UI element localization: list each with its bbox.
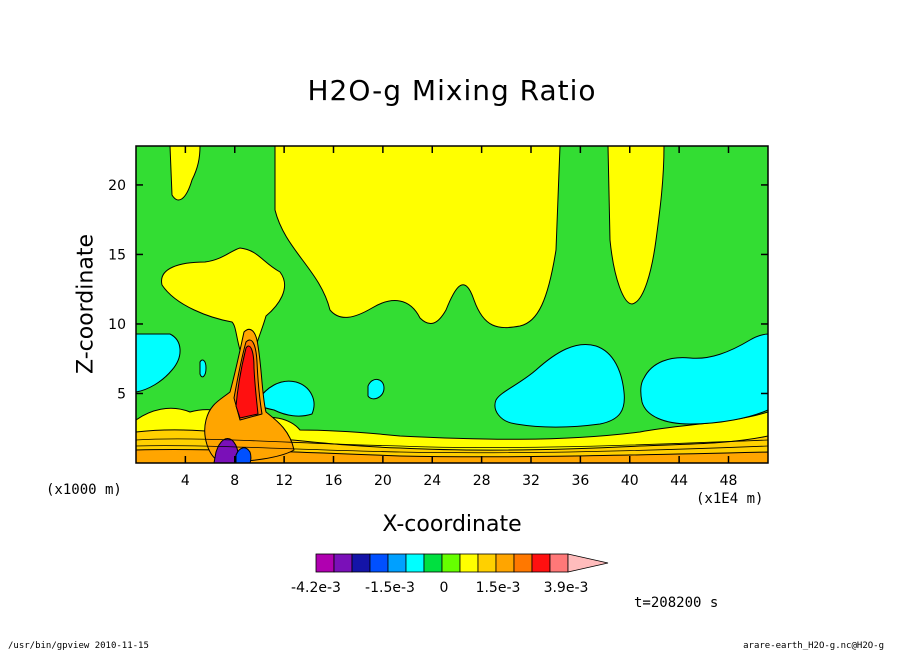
x-tick-label: 24 xyxy=(423,473,441,489)
colorbar-swatch xyxy=(495,553,515,573)
contour-line xyxy=(136,438,768,449)
x-tick-label: 48 xyxy=(720,473,738,489)
contour-region xyxy=(161,247,286,351)
x-tick-label: 16 xyxy=(325,473,343,489)
colorbar-swatch xyxy=(369,553,389,573)
contour-region xyxy=(494,344,625,428)
y-tick-label: 5 xyxy=(117,386,126,402)
contour-region xyxy=(274,146,561,329)
colorbar-swatch xyxy=(333,553,353,573)
colorbar-swatch xyxy=(549,553,569,573)
contour-region xyxy=(367,379,385,400)
x-axis-label: X-coordinate xyxy=(382,512,522,537)
x-unit-note: (x1000 m) xyxy=(46,482,122,498)
colorbar-label: 0 xyxy=(440,580,449,596)
colorbar-swatch xyxy=(441,553,461,573)
x-tick-label: 4 xyxy=(181,473,190,489)
x-tick-label: 8 xyxy=(230,473,239,489)
footer-right-text: arare-earth_H2O-g.nc@H2O-g xyxy=(743,641,884,651)
contour-region xyxy=(640,333,768,425)
y-axis-label: Z-coordinate xyxy=(73,234,99,374)
x-tick-label: 40 xyxy=(621,473,639,489)
time-label: t=208200 s xyxy=(634,595,719,611)
contour-region xyxy=(257,380,315,417)
colorbar-label: 1.5e-3 xyxy=(476,580,521,596)
y-unit-note: (x1E4 m) xyxy=(696,491,764,507)
contour-field xyxy=(136,146,768,463)
colorbar-arrow xyxy=(567,553,609,573)
x-tick-label: 28 xyxy=(473,473,491,489)
y-tick-label: 10 xyxy=(108,317,126,333)
x-tick-label: 36 xyxy=(571,473,589,489)
y-tick-label: 15 xyxy=(108,247,126,263)
colorbar-swatch xyxy=(315,553,335,573)
contour-region xyxy=(607,146,665,305)
footer-left-text: /usr/bin/gpview 2010-11-15 xyxy=(8,641,149,651)
x-tick-label: 44 xyxy=(670,473,688,489)
colorbar-swatch xyxy=(477,553,497,573)
colorbar-swatch xyxy=(513,553,533,573)
colorbar-swatch xyxy=(459,553,479,573)
colorbar-label: -4.2e-3 xyxy=(291,580,341,596)
colorbar-label: -1.5e-3 xyxy=(365,580,415,596)
colorbar-label: 3.9e-3 xyxy=(544,580,589,596)
colorbar-swatch xyxy=(531,553,551,573)
x-tick-label: 32 xyxy=(522,473,540,489)
contour-region xyxy=(169,146,201,201)
colorbar-swatch xyxy=(423,553,443,573)
colorbar-swatch xyxy=(387,553,407,573)
x-tick-label: 20 xyxy=(374,473,392,489)
contour-line xyxy=(136,445,768,454)
colorbar-swatch xyxy=(351,553,371,573)
chart-title: H2O-g Mixing Ratio xyxy=(307,74,597,107)
contour-region xyxy=(235,345,259,419)
contour-region xyxy=(136,333,181,393)
colorbar: -4.2e-3 -1.5e-3 0 1.5e-3 3.9e-3 xyxy=(291,553,609,596)
y-tick-label: 20 xyxy=(108,178,126,194)
plot-frame xyxy=(135,145,769,464)
x-tick-label: 12 xyxy=(275,473,293,489)
colorbar-swatch xyxy=(405,553,425,573)
contour-region xyxy=(199,359,207,378)
